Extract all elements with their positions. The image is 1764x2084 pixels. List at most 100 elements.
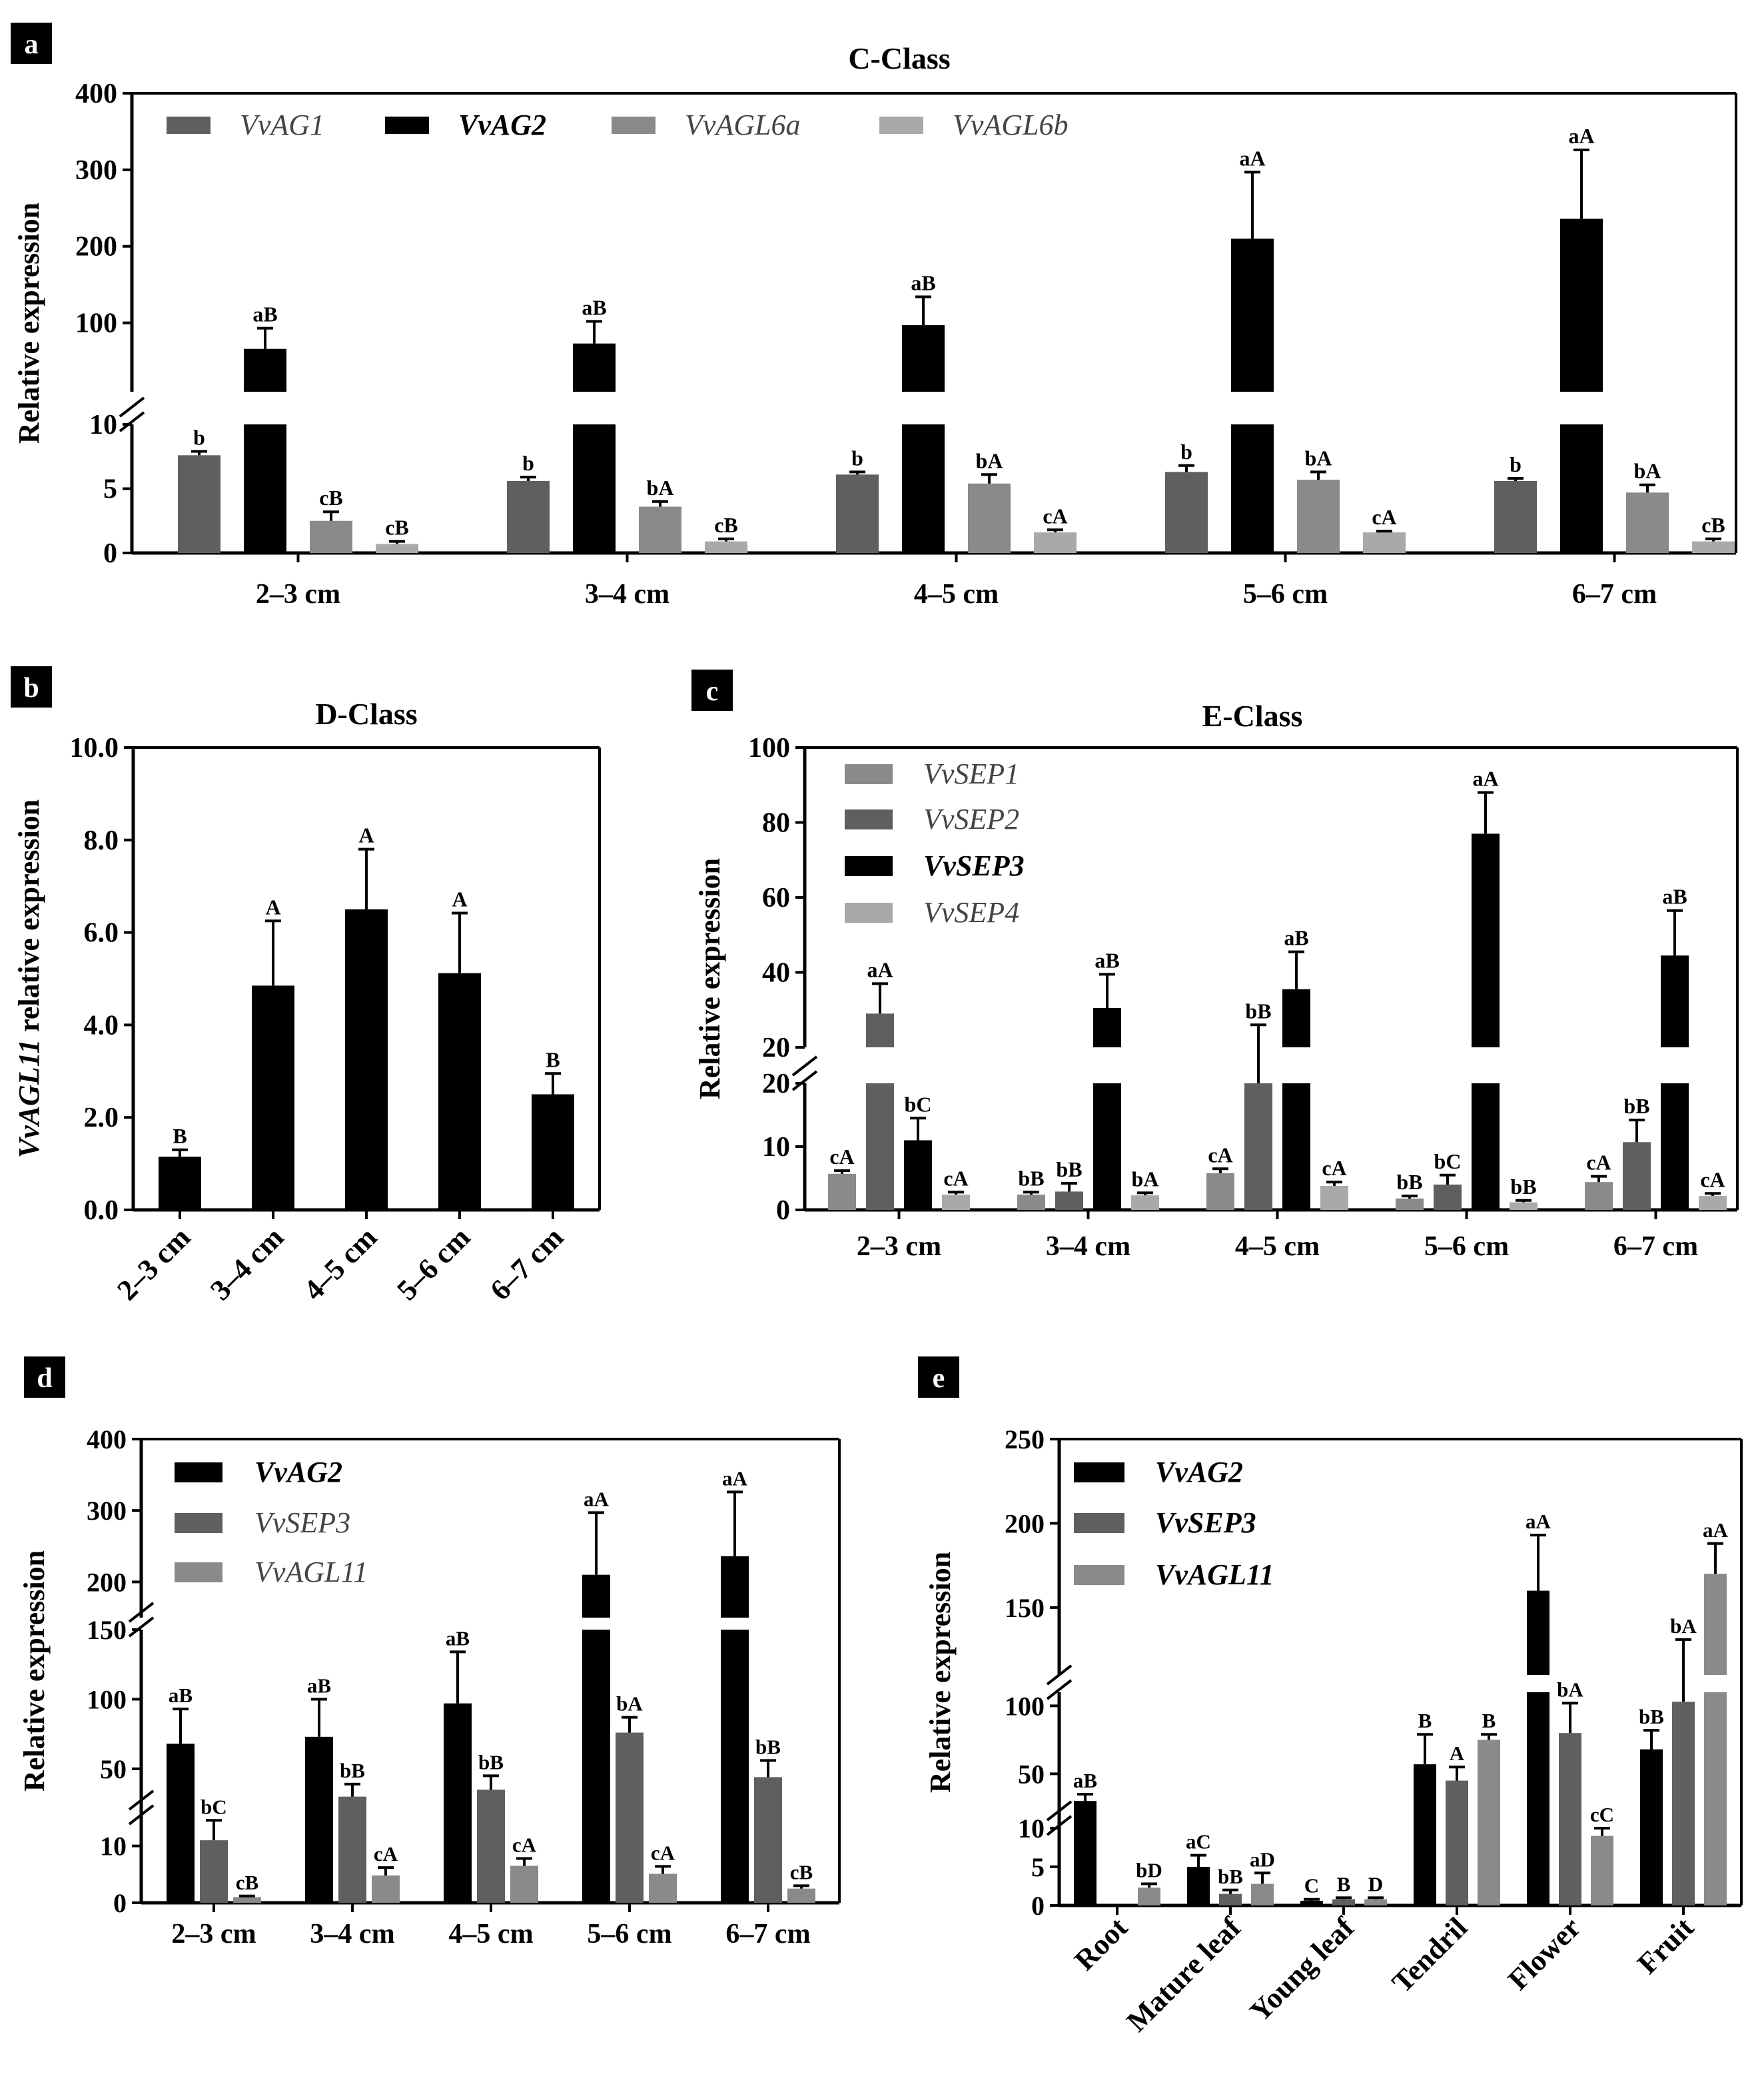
significance-label: cA — [1322, 1156, 1346, 1180]
y-tick-label: 50 — [100, 1754, 127, 1784]
bar-a-VvAGL6b-1 — [705, 541, 747, 553]
significance-label: aA — [1703, 1518, 1729, 1542]
bar-a-VvAG1-3 — [1165, 472, 1208, 553]
bar-a-VvAG1-0 — [178, 455, 220, 553]
panel-d: d 0 10 50 100 150 200 300 400 Relative expression… — [18, 1356, 841, 1949]
bar-break-gap — [719, 1618, 750, 1630]
y-tick-label: 5 — [1031, 1852, 1045, 1882]
x-tick-label: Root — [1068, 1911, 1134, 1977]
significance-label: A — [452, 887, 467, 911]
y-tick-label: 300 — [75, 155, 117, 186]
panel-badge — [11, 666, 52, 708]
x-tick-label: 3–4 cm — [204, 1221, 290, 1306]
y-tick-label: 6.0 — [84, 918, 119, 949]
x-tick-label: Flower — [1502, 1911, 1587, 1996]
bar-a-VvAGL6a-1 — [639, 506, 681, 553]
bar-c-VvSEP4-1 — [1131, 1195, 1159, 1210]
y-tick-label: 100 — [748, 733, 790, 764]
legend-label-VvAG2: VvAG2 — [458, 109, 546, 141]
x-tick-label: 2–3 cm — [171, 1919, 256, 1949]
legend-swatch-VvAGL11 — [175, 1562, 222, 1582]
significance-label: aB — [911, 271, 935, 295]
legend-swatch-VvAGL6a — [612, 117, 656, 134]
significance-label: bB — [1056, 1157, 1082, 1181]
y-axis-label: Relative expression — [13, 203, 45, 444]
bar-a-VvAGL6a-4 — [1626, 492, 1669, 553]
bar-break-gap — [1559, 392, 1604, 424]
significance-label: A — [1450, 1742, 1465, 1765]
significance-label: B — [1337, 1872, 1351, 1895]
y-tick-label: 100 — [75, 308, 117, 339]
panel-letter: c — [706, 676, 719, 707]
y-tick-label: 10 — [100, 1831, 127, 1861]
significance-label: cA — [943, 1166, 968, 1190]
y-tick-label: 200 — [75, 232, 117, 262]
bar-c-VvSEP1-0 — [828, 1173, 856, 1210]
significance-label: D — [1368, 1872, 1383, 1895]
bar-e-VvAGL11-2 — [1364, 1899, 1387, 1905]
legend-swatch-VvAG2 — [1074, 1462, 1124, 1482]
y-tick-label: 8.0 — [84, 825, 119, 856]
significance-label: aA — [1239, 146, 1265, 170]
x-tick-label: 6–7 cm — [1613, 1231, 1698, 1262]
significance-label: bD — [1136, 1859, 1162, 1882]
significance-label: B — [1482, 1709, 1496, 1732]
bar-a-VvAG2-4 — [1560, 219, 1603, 553]
y-axis-label: VvAGL11 relative expression — [13, 799, 45, 1159]
x-tick-label: 5–6 cm — [390, 1221, 476, 1306]
bar-break-gap — [901, 392, 946, 424]
significance-label: aA — [722, 1466, 748, 1490]
legend-label-VvSEP1: VvSEP1 — [923, 758, 1019, 790]
significance-label: cB — [714, 513, 738, 537]
panel-a: a C-Class 0 5 10 100 200 300 400 Relative express… — [11, 23, 1737, 610]
y-tick-label: 2.0 — [84, 1103, 119, 1133]
y-tick-label: 400 — [75, 79, 117, 109]
x-tick-label: 5–6 cm — [587, 1919, 671, 1949]
x-tick-label: 2–3 cm — [111, 1221, 197, 1306]
bar-e-VvAG2-4 — [1527, 1590, 1549, 1905]
significance-label: aC — [1186, 1830, 1211, 1853]
bar-c-VvSEP2-4 — [1623, 1142, 1651, 1210]
bar-c-VvSEP3-3 — [1472, 833, 1500, 1210]
y-tick-label: 10 — [1018, 1814, 1045, 1843]
x-tick-label: Tendril — [1386, 1911, 1474, 1999]
legend-swatch-VvAG2 — [175, 1462, 222, 1482]
bar-break-gap — [242, 392, 288, 424]
significance-label: aA — [867, 957, 893, 981]
axis-break — [119, 396, 145, 418]
bar-a-VvAGL6b-4 — [1692, 541, 1735, 553]
bar-d-VvSEP3-0 — [200, 1840, 228, 1903]
significance-label: bC — [905, 1092, 932, 1116]
legend-swatch-VvSEP2 — [845, 809, 893, 829]
significance-label: aB — [582, 295, 606, 319]
bar-e-VvAG2-2 — [1300, 1901, 1323, 1905]
bar-c-VvSEP3-0 — [904, 1140, 932, 1210]
legend-label-VvSEP3: VvSEP3 — [1155, 1506, 1256, 1539]
x-tick-label: 2–3 cm — [256, 579, 340, 610]
bar-e-VvAGL11-4 — [1591, 1835, 1613, 1905]
significance-label: bA — [616, 1692, 643, 1716]
x-tick-label: 4–5 cm — [1235, 1231, 1320, 1262]
significance-label: bB — [755, 1735, 781, 1758]
bar-c-VvSEP3-2 — [1282, 989, 1310, 1210]
significance-label: cB — [385, 516, 409, 540]
chart-title: E-Class — [1202, 699, 1303, 733]
y-axis-label: Relative expression — [693, 858, 726, 1099]
y-tick-label: 20 — [762, 1033, 790, 1063]
legend-swatch-VvSEP3 — [175, 1513, 222, 1533]
y-axis-label-rest: relative expression — [13, 799, 45, 1039]
axis-break — [1046, 1679, 1073, 1700]
bar-b-VvAGL11-2 — [345, 909, 388, 1210]
significance-label: cC — [1590, 1803, 1614, 1826]
significance-label: bB — [1218, 1865, 1243, 1888]
significance-label: cA — [1372, 505, 1396, 529]
y-tick-label: 300 — [87, 1496, 127, 1526]
x-tick-label: 3–4 cm — [1046, 1231, 1130, 1262]
bar-e-VvAGL11-1 — [1251, 1883, 1274, 1905]
panel-badge — [691, 670, 733, 711]
bar-d-VvSEP3-2 — [477, 1790, 505, 1903]
legend-label-VvAGL6b: VvAGL6b — [953, 109, 1069, 141]
bar-c-VvSEP2-2 — [1244, 1083, 1272, 1210]
significance-label: aB — [1073, 1769, 1097, 1792]
